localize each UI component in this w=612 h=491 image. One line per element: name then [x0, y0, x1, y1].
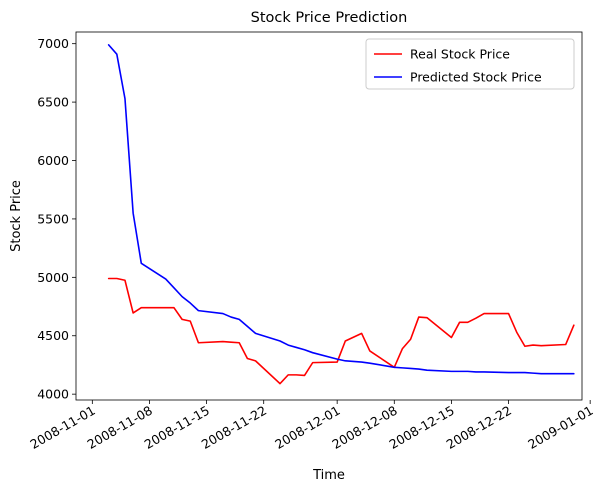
y-tick-label: 5500 — [37, 211, 69, 226]
y-axis-label: Stock Price — [9, 180, 24, 252]
legend-label: Real Stock Price — [410, 47, 510, 62]
series-line-predicted — [107, 44, 575, 375]
x-axis: 2008-11-012008-11-082008-11-152008-11-22… — [27, 400, 596, 452]
x-tick-label: 2008-11-22 — [199, 403, 269, 452]
x-axis-label: Time — [312, 468, 345, 483]
plot-lines — [107, 44, 575, 385]
y-axis: 4000 4500 5000 5500 6000 6500 7000 — [37, 36, 76, 402]
legend-label: Predicted Stock Price — [410, 70, 542, 85]
chart-title: Stock Price Prediction — [251, 10, 408, 26]
x-tick-label: 2009-01-01 — [525, 403, 595, 452]
y-tick-label: 6500 — [37, 95, 69, 110]
legend: Real Stock Price Predicted Stock Price — [365, 38, 575, 90]
series-line-real — [107, 277, 575, 385]
legend-box — [365, 38, 575, 90]
y-tick-label: 4500 — [37, 328, 69, 343]
plot-frame — [75, 31, 583, 401]
y-tick-label: 5000 — [37, 270, 69, 285]
y-tick-label: 4000 — [37, 387, 69, 402]
y-tick-label: 7000 — [37, 36, 69, 51]
y-tick-label: 6000 — [37, 153, 69, 168]
x-tick-label: 2008-12-22 — [444, 403, 514, 452]
